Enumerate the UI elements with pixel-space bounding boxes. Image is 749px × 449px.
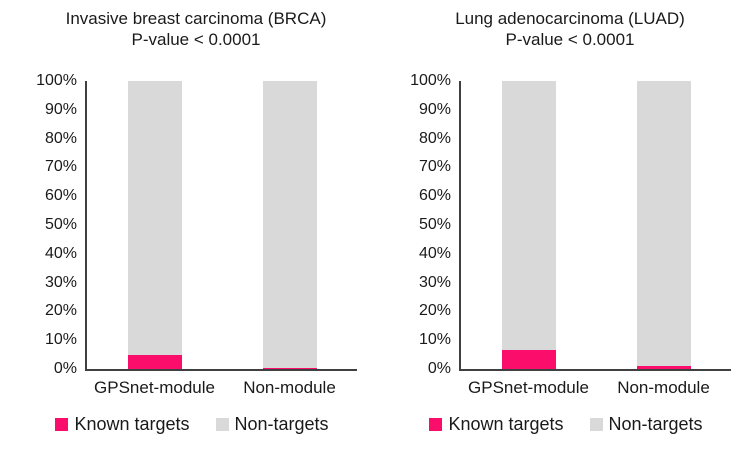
legend-swatch-icon	[589, 417, 603, 431]
y-tick-label: 60%	[418, 187, 451, 205]
chart-subtitle: P-value < 0.0001	[131, 30, 261, 49]
x-category-label: Non-module	[617, 378, 710, 397]
chart-title: Lung adenocarcinoma (LUAD)	[455, 9, 685, 28]
chart-title-block: Lung adenocarcinoma (LUAD) P-value < 0.0…	[392, 8, 748, 50]
y-tick-label: 60%	[44, 187, 77, 205]
stacked-bar-non-module	[636, 81, 691, 369]
legend-swatch-icon	[55, 417, 69, 431]
stacked-bar-non-module	[262, 81, 317, 369]
x-category-label: Non-module	[243, 378, 336, 397]
y-tick-label: 100%	[410, 72, 451, 89]
legend-item: Known targets	[55, 414, 190, 434]
y-tick-label: 0%	[53, 360, 77, 377]
chart-luad: Lung adenocarcinoma (LUAD) P-value < 0.0…	[374, 0, 748, 449]
bar-segment-known-targets	[262, 367, 317, 369]
legend-item: Non-targets	[589, 414, 703, 434]
y-tick-label: 70%	[418, 158, 451, 176]
x-category-label: GPSnet-module	[468, 378, 589, 397]
y-tick-label: 40%	[44, 244, 77, 262]
legend-label: Non-targets	[234, 414, 329, 434]
y-axis-labels: 0% 10% 20% 30% 40% 50% 60% 70% 80% 90% 100%	[394, 72, 459, 377]
chart-title-block: Invasive breast carcinoma (BRCA) P-value…	[18, 8, 374, 50]
y-tick-label: 40%	[418, 244, 451, 262]
bar-segment-known-targets	[636, 366, 691, 369]
legend: Known targets Non-targets	[384, 414, 748, 434]
chart-brca: Invasive breast carcinoma (BRCA) P-value…	[0, 0, 374, 449]
y-tick-label: 20%	[418, 302, 451, 320]
y-tick-label: 0%	[427, 360, 451, 377]
bar-segment-non-targets	[262, 81, 317, 368]
plot-area	[459, 81, 731, 371]
y-tick-label: 10%	[418, 331, 451, 349]
y-tick-label: 10%	[44, 331, 77, 349]
legend-label: Non-targets	[608, 414, 703, 434]
x-axis-labels: GPSnet-module Non-module	[87, 378, 357, 398]
y-tick-label: 100%	[36, 72, 77, 89]
legend: Known targets Non-targets	[10, 414, 374, 434]
stacked-bar-gpsnet-module	[127, 81, 182, 369]
y-tick-label: 80%	[44, 129, 77, 147]
legend-item: Non-targets	[215, 414, 329, 434]
y-tick-label: 50%	[44, 216, 77, 233]
plot-row: 0% 10% 20% 30% 40% 50% 60% 70% 80% 90% 100%	[0, 72, 374, 377]
y-tick-label: 30%	[44, 273, 77, 291]
y-tick-label: 90%	[44, 100, 77, 118]
legend-item: Known targets	[429, 414, 564, 434]
y-tick-label: 50%	[418, 216, 451, 233]
chart-subtitle: P-value < 0.0001	[505, 30, 635, 49]
legend-label: Known targets	[74, 414, 190, 434]
y-tick-label: 90%	[418, 100, 451, 118]
legend-label: Known targets	[448, 414, 564, 434]
y-axis-labels: 0% 10% 20% 30% 40% 50% 60% 70% 80% 90% 100%	[20, 72, 85, 377]
y-tick-label: 70%	[44, 158, 77, 176]
bar-segment-known-targets	[127, 354, 182, 369]
chart-title: Invasive breast carcinoma (BRCA)	[65, 9, 327, 28]
legend-swatch-icon	[215, 417, 229, 431]
bar-segment-known-targets	[501, 350, 556, 369]
x-category-label: GPSnet-module	[94, 378, 215, 397]
plot-area	[85, 81, 357, 371]
stacked-bar-gpsnet-module	[501, 81, 556, 369]
y-tick-label: 30%	[418, 273, 451, 291]
y-tick-label: 80%	[418, 129, 451, 147]
bar-segment-non-targets	[501, 81, 556, 351]
bar-segment-non-targets	[127, 81, 182, 355]
plot-row: 0% 10% 20% 30% 40% 50% 60% 70% 80% 90% 100%	[374, 72, 748, 377]
y-tick-label: 20%	[44, 302, 77, 320]
x-axis-labels: GPSnet-module Non-module	[461, 378, 731, 398]
legend-swatch-icon	[429, 417, 443, 431]
bar-segment-non-targets	[636, 81, 691, 367]
